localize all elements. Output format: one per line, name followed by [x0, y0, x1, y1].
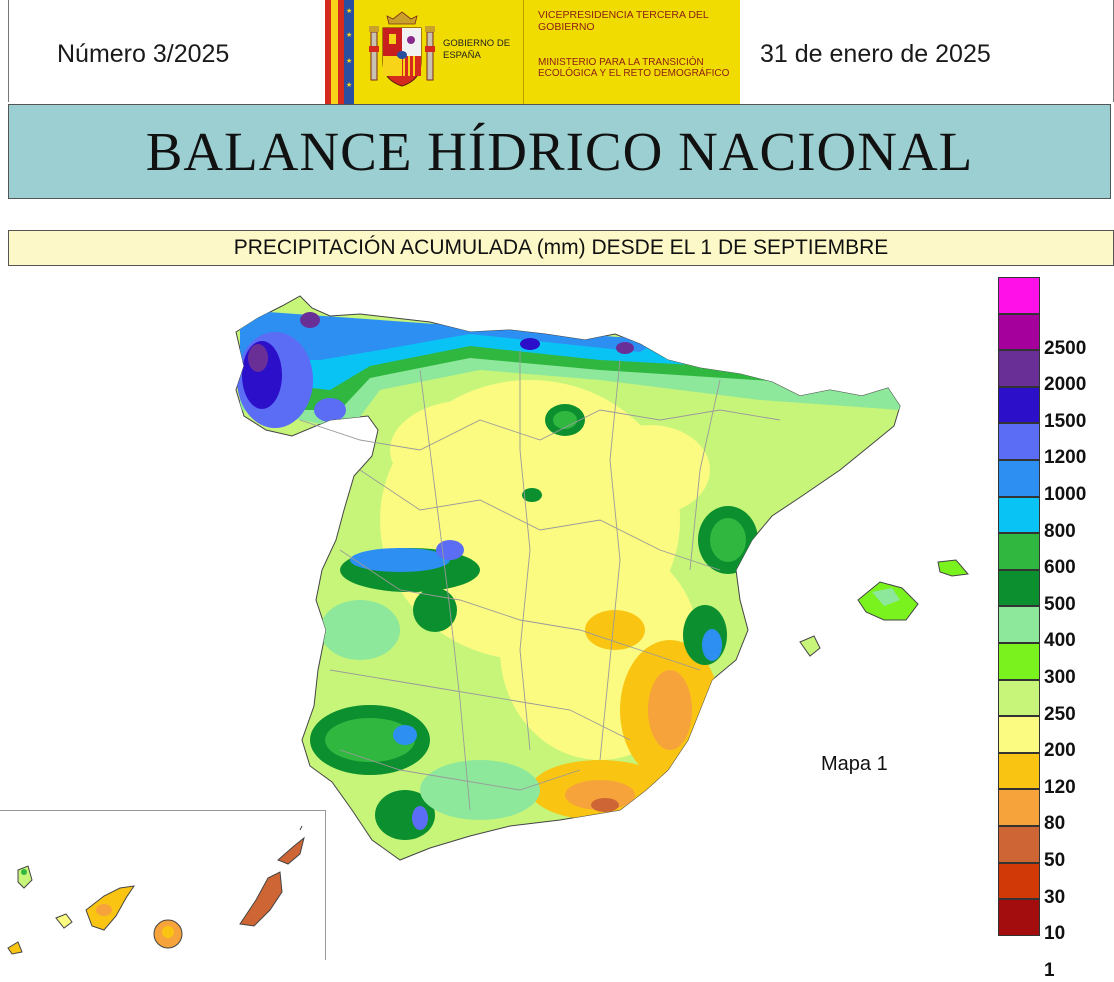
balearic-islands: [799, 559, 969, 657]
bulletin-number: Número 3/2025: [57, 40, 230, 68]
legend-label: 1200: [1044, 447, 1087, 469]
page-title: BALANCE HÍDRICO NACIONAL: [145, 121, 974, 182]
legend-label: 2500: [1044, 337, 1087, 359]
legend-label: 120: [1044, 776, 1076, 798]
legend-swatch: [998, 533, 1040, 570]
legend-label: 1: [1044, 959, 1055, 981]
canary-islands-inset-frame: [0, 810, 326, 960]
legend-label: 2000: [1044, 374, 1087, 396]
legend-label: 50: [1044, 850, 1066, 871]
map-subtitle: PRECIPITACIÓN ACUMULADA (mm) DESDE EL 1 …: [233, 236, 889, 259]
bulletin-date: 31 de enero de 2025: [760, 40, 991, 68]
canary-islands: [7, 825, 305, 955]
map-number-label: Mapa 1: [821, 753, 888, 775]
subtitle-banner: PRECIPITACIÓN ACUMULADA (mm) DESDE EL 1 …: [8, 230, 1114, 266]
legend-swatch: [998, 716, 1040, 753]
gobierno-text: GOBIERNO DE ESPAÑA: [443, 38, 511, 61]
legend-label: 1500: [1044, 410, 1087, 432]
legend-swatch: [998, 569, 1040, 607]
legend-swatch: [998, 350, 1040, 387]
legend-label: 300: [1044, 667, 1076, 688]
legend-swatch: [998, 277, 1040, 314]
legend-label: 800: [1044, 520, 1076, 542]
legend-swatch: [998, 496, 1040, 534]
ministerio-text: MINISTERIO PARA LA TRANSICIÓN ECOLÓGICA …: [538, 57, 730, 79]
legend-swatch: [998, 460, 1040, 497]
vicepresidencia-text: VICEPRESIDENCIA TERCERA DEL GOBIERNO: [538, 9, 709, 33]
legend-swatch: [998, 313, 1040, 351]
coat-of-arms-icon: [369, 11, 435, 87]
title-banner: BALANCE HÍDRICO NACIONAL: [8, 104, 1111, 199]
legend-swatch: [998, 899, 1040, 936]
legend-label: 500: [1044, 593, 1076, 615]
legend-label: 10: [1044, 923, 1066, 945]
legend-swatch: [998, 423, 1040, 460]
legend-label: 250: [1044, 703, 1076, 725]
legend-label: 30: [1044, 886, 1066, 908]
legend-label: 1000: [1044, 484, 1087, 505]
legend-label: 400: [1044, 630, 1076, 652]
legend-label: 600: [1044, 557, 1076, 579]
legend-swatch: [998, 789, 1040, 826]
legend-swatch: [998, 643, 1040, 680]
legend-label: 80: [1044, 813, 1066, 835]
government-logo: ★ ★ ★ ★ GOBIERNO DE ESPAÑA VICEPRESIDENC…: [325, 0, 740, 104]
legend-swatch: [998, 752, 1040, 790]
legend-swatch: [998, 606, 1040, 643]
precipitation-map: [7, 295, 969, 955]
legend-swatch: [998, 679, 1040, 717]
legend-swatch: [998, 386, 1040, 424]
province-boundaries: [299, 350, 781, 811]
legend-swatch: [998, 862, 1040, 900]
legend-label: 200: [1044, 740, 1076, 762]
legend-swatch: [998, 826, 1040, 863]
header-left-border: [8, 0, 9, 102]
